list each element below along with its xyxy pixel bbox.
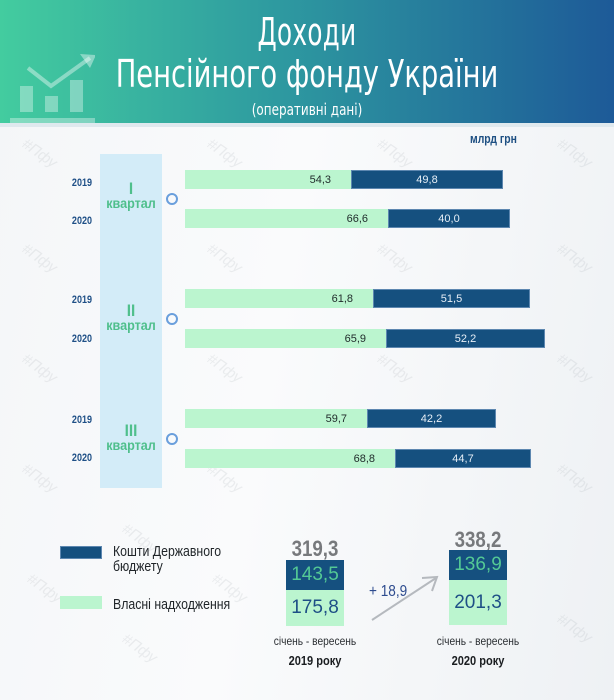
bar-q2-2019: 61,8 51,5: [185, 289, 530, 308]
quarter-band: [100, 154, 162, 488]
watermark: #Пфу: [553, 460, 596, 497]
legend-label-state-budget: Кошти Державного бюджету: [113, 543, 222, 575]
watermark: #Пфу: [18, 460, 61, 497]
connector-circle-icon: [166, 433, 178, 445]
increase-arrow-icon: [371, 575, 439, 621]
watermark: #Пфу: [373, 135, 416, 172]
legend-label-own-revenue: Власні надходження: [113, 596, 231, 613]
quarter-word: квартал: [106, 437, 156, 453]
watermark: #Пфу: [373, 350, 416, 387]
growth-chart-icon: [10, 54, 95, 124]
bar-q1-2020: 66,6 40,0: [185, 209, 510, 228]
bar-segment-own: 59,7: [185, 409, 367, 428]
summary-state-2020: 136,9: [449, 550, 507, 580]
bar-q3-2020: 68,8 44,7: [185, 449, 531, 468]
connector-circle-icon: [166, 193, 178, 205]
watermark: #Пфу: [203, 240, 246, 277]
bar-segment-state: 49,8: [351, 170, 503, 189]
bar-segment-own: 65,9: [185, 329, 386, 348]
quarter-label-3: III квартал: [103, 421, 159, 453]
watermark: #Пфу: [553, 135, 596, 172]
bar-segment-state: 40,0: [388, 209, 510, 228]
year-label: 2019: [71, 414, 92, 426]
bar-segment-state: 51,5: [373, 289, 530, 308]
bar-segment-state: 44,7: [395, 449, 531, 468]
summary-period-2020: січень - вересень: [436, 634, 520, 648]
watermark: #Пфу: [18, 135, 61, 172]
quarter-word: квартал: [106, 317, 156, 333]
watermark: #Пфу: [553, 240, 596, 277]
watermark: #Пфу: [203, 135, 246, 172]
summary-period-2019: січень - вересень: [273, 634, 357, 648]
bar-segment-own: 54,3: [185, 170, 351, 189]
bar-segment-state: 42,2: [367, 409, 496, 428]
bar-segment-own: 61,8: [185, 289, 373, 308]
quarter-word: квартал: [106, 195, 156, 211]
watermark: #Пфу: [553, 610, 596, 647]
legend-swatch-own-revenue: [60, 596, 102, 609]
summary-year-2020: 2020 року: [451, 653, 505, 668]
quarter-label-1: I квартал: [103, 179, 159, 211]
summary-delta: + 18,9: [369, 583, 408, 600]
bar-segment-own: 68,8: [185, 449, 395, 468]
watermark: #Пфу: [373, 240, 416, 277]
title-line-1: Доходи: [257, 10, 357, 54]
bar-q1-2019: 54,3 49,8: [185, 170, 503, 189]
bar-q2-2020: 65,9 52,2: [185, 329, 545, 348]
title-line-2: Пенсійного фонду України: [115, 52, 499, 96]
subtitle: (оперативні дані): [251, 100, 363, 119]
quarter-label-2: II квартал: [103, 301, 159, 333]
bar-q3-2019: 59,7 42,2: [185, 409, 496, 428]
summary-year-2019: 2019 року: [288, 653, 342, 668]
bar-segment-own: 66,6: [185, 209, 388, 228]
watermark: #Пфу: [203, 350, 246, 387]
watermark: #Пфу: [118, 630, 161, 667]
year-label: 2020: [71, 215, 92, 227]
bar-segment-state: 52,2: [386, 329, 545, 348]
year-label: 2019: [71, 177, 92, 189]
connector-circle-icon: [166, 313, 178, 325]
summary-total-2020: 338,2: [454, 527, 502, 552]
summary-total-2019: 319,3: [291, 536, 339, 561]
quarter-roman: II: [126, 301, 136, 320]
watermark: #Пфу: [18, 350, 61, 387]
unit-label: млрд грн: [470, 131, 517, 146]
year-label: 2020: [71, 333, 92, 345]
quarter-roman: I: [128, 179, 134, 198]
summary-own-2020: 201,3: [449, 580, 507, 625]
legend-swatch-state-budget: [60, 546, 102, 559]
summary-own-2019: 175,8: [286, 590, 344, 626]
year-label: 2020: [71, 452, 92, 464]
summary-state-2019: 143,5: [286, 560, 344, 590]
header-divider: [0, 123, 614, 127]
watermark: #Пфу: [18, 240, 61, 277]
watermark: #Пфу: [553, 350, 596, 387]
year-label: 2019: [71, 294, 92, 306]
quarter-roman: III: [124, 421, 138, 440]
header-banner: Доходи Пенсійного фонду України (операти…: [0, 0, 614, 124]
